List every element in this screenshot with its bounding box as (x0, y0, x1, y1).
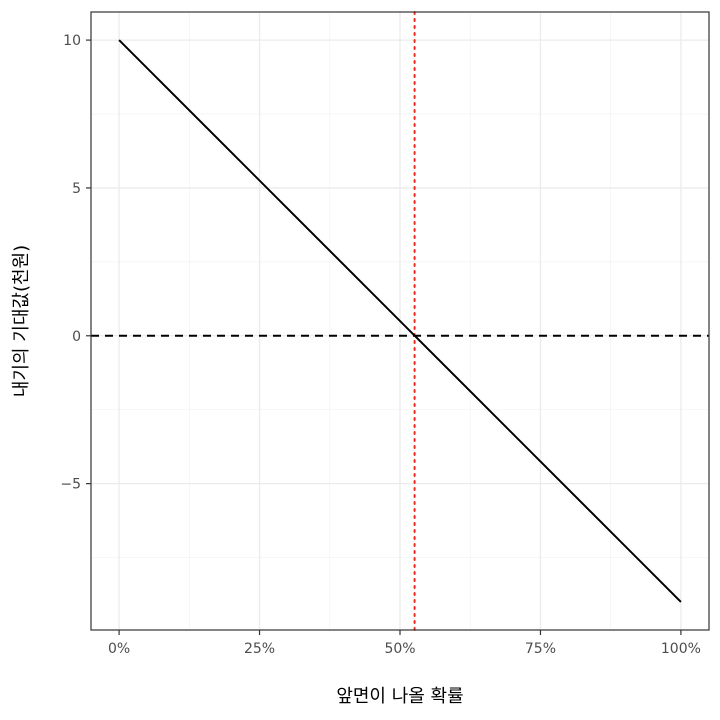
reference-lines (91, 11, 709, 631)
y-axis: 10 5 0 −5 (60, 33, 91, 493)
x-tick-label: 0% (108, 641, 130, 657)
y-tick-label: 10 (63, 33, 81, 49)
y-axis-title: 내기의 기대값(천원) (11, 245, 32, 397)
x-tick-label: 100% (661, 641, 701, 657)
grid (91, 12, 709, 630)
y-tick-label: 5 (72, 181, 81, 197)
y-tick-label: 0 (72, 329, 81, 345)
y-tick-label: −5 (60, 477, 81, 493)
x-axis: 0% 25% 50% 75% 100% (108, 630, 701, 657)
expected-value-line (118, 39, 682, 603)
x-tick-label: 50% (384, 641, 415, 657)
x-tick-label: 75% (525, 641, 556, 657)
series (118, 39, 682, 603)
x-axis-title: 앞면이 나올 확률 (336, 686, 463, 707)
x-tick-label: 25% (244, 641, 275, 657)
